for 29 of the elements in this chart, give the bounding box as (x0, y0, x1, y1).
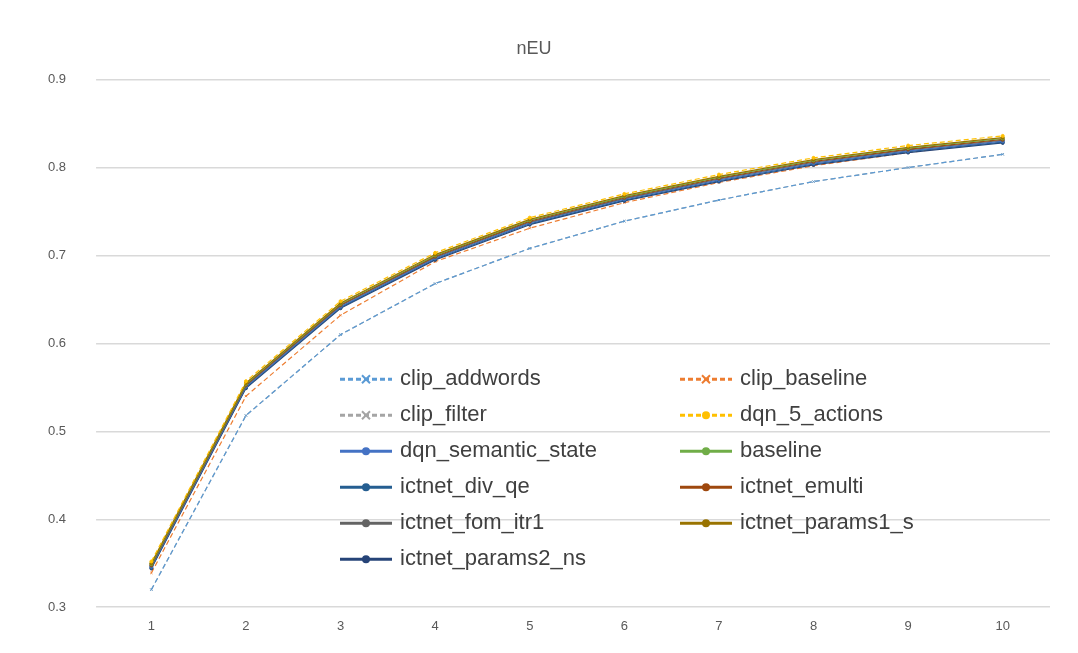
x-tick-label: 2 (242, 617, 250, 633)
x-tick-label: 5 (526, 617, 534, 633)
legend-label: clip_filter (400, 401, 487, 427)
chart-title: nEU (516, 37, 552, 58)
x-tick-label: 10 (995, 617, 1010, 633)
y-tick-label: 0.5 (47, 422, 67, 438)
x-tick-label: 3 (336, 617, 345, 633)
legend-label: clip_baseline (740, 365, 868, 391)
legend-label: ictnet_params1_s (740, 509, 914, 535)
x-tick-label: 4 (431, 617, 439, 633)
legend-label: dqn_semantic_state (400, 437, 597, 463)
y-tick-label: 0.6 (47, 334, 67, 350)
x-tick-label: 9 (904, 617, 912, 633)
y-tick-label: 0.8 (47, 159, 67, 175)
x-tick-label: 7 (715, 617, 723, 633)
x-tick-label: 8 (809, 617, 818, 633)
x-tick-label: 6 (620, 617, 628, 633)
y-tick-label: 0.4 (47, 510, 67, 526)
y-tick-label: 0.3 (47, 598, 67, 614)
y-tick-label: 0.7 (47, 247, 67, 263)
y-tick-label: 0.9 (47, 71, 67, 87)
legend-label: ictnet_emulti (740, 473, 864, 499)
legend-label: ictnet_fom_itr1 (400, 509, 545, 535)
legend-label: baseline (740, 437, 822, 463)
legend-label: clip_addwords (400, 365, 541, 391)
legend-label: ictnet_div_qe (400, 473, 530, 499)
legend-label: ictnet_params2_ns (400, 545, 586, 571)
x-tick-label: 1 (147, 617, 155, 633)
legend-label: dqn_5_actions (740, 401, 884, 427)
